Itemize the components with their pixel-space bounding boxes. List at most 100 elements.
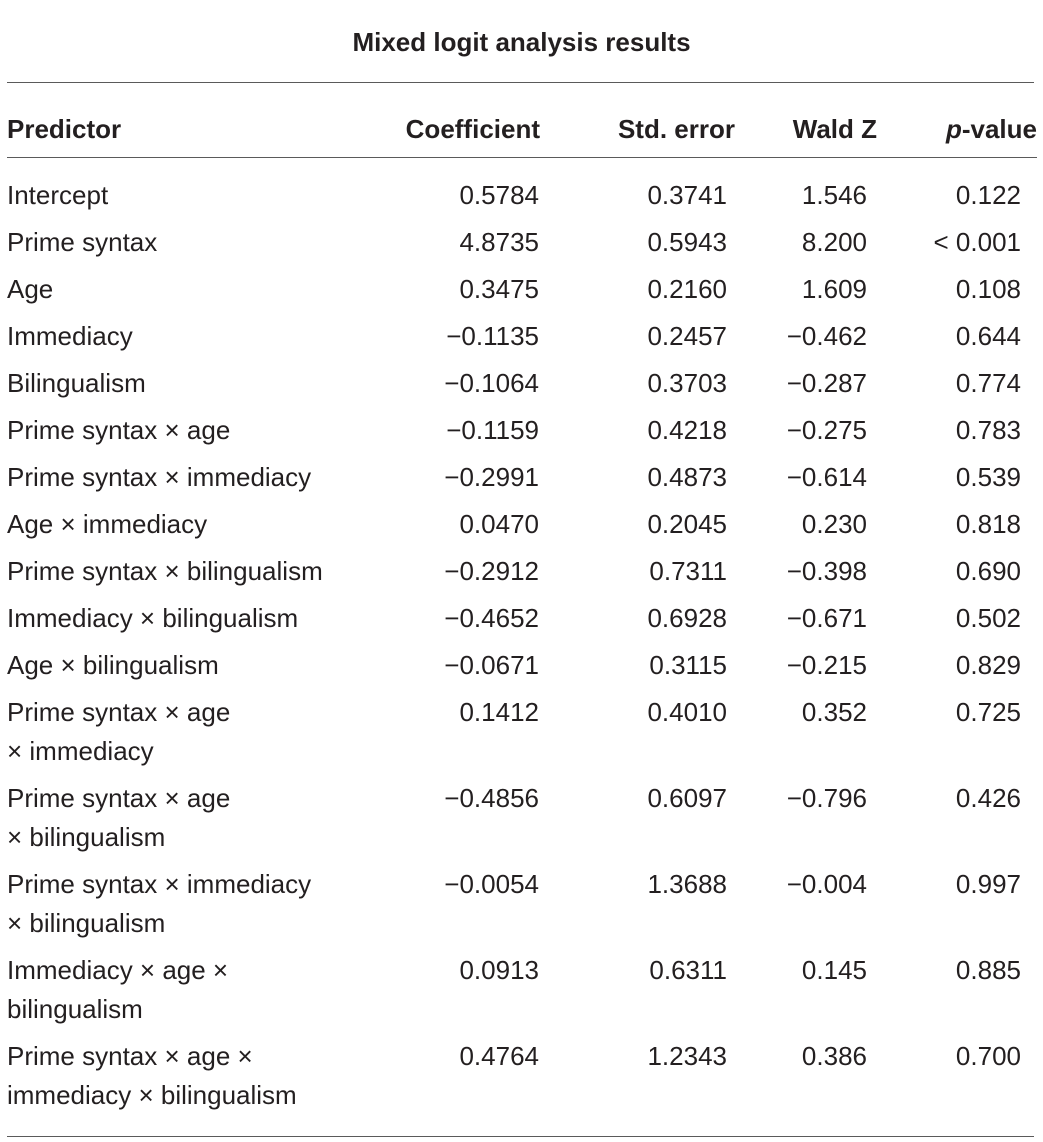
p-value-cell: 0.122 bbox=[955, 180, 1021, 210]
std-error-cell: 0.3741 bbox=[647, 180, 727, 210]
std-error-cell: 0.2045 bbox=[647, 509, 727, 539]
coefficient-cell: 0.0470 bbox=[459, 509, 539, 539]
std-error-cell: 0.4873 bbox=[647, 462, 727, 492]
predictor-cell: Age × bilingualism bbox=[7, 650, 219, 680]
wald-z-cell: 0.230 bbox=[801, 509, 867, 539]
predictor-cell: Intercept bbox=[7, 180, 109, 210]
p-value-cell: 0.502 bbox=[955, 603, 1021, 633]
table-row: Bilingualism −0.1064 0.3703 −0.287 0.774 bbox=[7, 360, 1037, 407]
header-std-error: Std. error bbox=[560, 100, 755, 158]
predictor-cell: Prime syntax × age bbox=[7, 415, 231, 445]
table-row: Prime syntax 4.8735 0.5943 8.200 < 0.001 bbox=[7, 219, 1037, 266]
p-value-cell: 0.539 bbox=[955, 462, 1021, 492]
p-value-cell: 0.774 bbox=[955, 368, 1021, 398]
p-value-cell: < 0.001 bbox=[933, 227, 1021, 257]
wald-z-cell: −0.398 bbox=[786, 556, 867, 586]
table-row: Prime syntax × age × immediacy × bilingua… bbox=[7, 1033, 1037, 1119]
wald-z-cell: −0.275 bbox=[786, 415, 867, 445]
std-error-cell: 0.6097 bbox=[647, 783, 727, 813]
table-row: Immediacy × age × bilingualism 0.0913 0.631… bbox=[7, 947, 1037, 1033]
bottom-rule bbox=[7, 1136, 1034, 1137]
coefficient-cell: 0.5784 bbox=[459, 180, 539, 210]
coefficient-cell: 4.8735 bbox=[459, 227, 539, 257]
wald-z-cell: −0.215 bbox=[786, 650, 867, 680]
wald-z-cell: 1.609 bbox=[801, 274, 867, 304]
top-rule bbox=[7, 82, 1034, 83]
coefficient-cell: −0.2912 bbox=[444, 556, 539, 586]
std-error-cell: 0.7311 bbox=[649, 556, 727, 586]
table-row: Age × immediacy 0.0470 0.2045 0.230 0.818 bbox=[7, 501, 1037, 548]
coefficient-cell: 0.1412 bbox=[459, 697, 539, 727]
wald-z-cell: 1.546 bbox=[801, 180, 867, 210]
table-row: Age 0.3475 0.2160 1.609 0.108 bbox=[7, 266, 1037, 313]
coefficient-cell: 0.0913 bbox=[459, 955, 539, 985]
header-p-suffix: -value bbox=[961, 113, 1037, 144]
std-error-cell: 0.4010 bbox=[647, 697, 727, 727]
std-error-cell: 0.3115 bbox=[649, 650, 727, 680]
table-row: Prime syntax × age × immediacy 0.1412 0.401… bbox=[7, 689, 1037, 775]
wald-z-cell: 0.145 bbox=[801, 955, 867, 985]
predictor-cell: Prime syntax × age × immediacy bbox=[7, 697, 231, 766]
table-row: Age × bilingualism −0.0671 0.3115 −0.215 0.8… bbox=[7, 642, 1037, 689]
table-body: Intercept 0.5784 0.3741 1.546 0.122 Prime syn… bbox=[7, 158, 1037, 1120]
std-error-cell: 0.6928 bbox=[647, 603, 727, 633]
wald-z-cell: 0.386 bbox=[801, 1041, 867, 1071]
std-error-cell: 0.3703 bbox=[647, 368, 727, 398]
coefficient-cell: −0.2991 bbox=[444, 462, 539, 492]
p-value-cell: 0.690 bbox=[955, 556, 1021, 586]
predictor-cell: Bilingualism bbox=[7, 368, 146, 398]
coefficient-cell: −0.1064 bbox=[444, 368, 539, 398]
p-value-cell: 0.818 bbox=[955, 509, 1021, 539]
std-error-cell: 1.3688 bbox=[647, 869, 727, 899]
table-row: Intercept 0.5784 0.3741 1.546 0.122 bbox=[7, 172, 1037, 219]
wald-z-cell: −0.671 bbox=[786, 603, 867, 633]
std-error-cell: 0.6311 bbox=[649, 955, 727, 985]
predictor-cell: Age bbox=[7, 274, 54, 304]
header-wald-z: Wald Z bbox=[755, 100, 897, 158]
table-row: Prime syntax × bilingualism −0.2912 0.7311… bbox=[7, 548, 1037, 595]
p-value-cell: 0.783 bbox=[955, 415, 1021, 445]
predictor-cell: Immediacy × age × bilingualism bbox=[7, 955, 229, 1024]
table-title: Mixed logit analysis results bbox=[352, 27, 691, 57]
p-value-cell: 0.885 bbox=[955, 955, 1021, 985]
header-row: Predictor Coefficient Std. error Wald Z … bbox=[7, 100, 1037, 158]
predictor-cell: Prime syntax bbox=[7, 227, 158, 257]
predictor-cell: Prime syntax × immediacy bbox=[7, 462, 312, 492]
predictor-cell: Immediacy × bilingualism bbox=[7, 603, 299, 633]
p-value-cell: 0.725 bbox=[955, 697, 1021, 727]
predictor-cell: Age × immediacy bbox=[7, 509, 208, 539]
table-row: Prime syntax × age −0.1159 0.4218 −0.275 0.7… bbox=[7, 407, 1037, 454]
std-error-cell: 0.5943 bbox=[647, 227, 727, 257]
p-value-cell: 0.700 bbox=[955, 1041, 1021, 1071]
header-predictor: Predictor bbox=[7, 100, 390, 158]
wald-z-cell: 0.352 bbox=[801, 697, 867, 727]
coefficient-cell: −0.4856 bbox=[444, 783, 539, 813]
wald-z-cell: 8.200 bbox=[801, 227, 867, 257]
table-row: Prime syntax × immediacy × bilingualism −0… bbox=[7, 861, 1037, 947]
std-error-cell: 0.2457 bbox=[647, 321, 727, 351]
std-error-cell: 0.2160 bbox=[647, 274, 727, 304]
coefficient-cell: −0.0054 bbox=[444, 869, 539, 899]
p-value-cell: 0.997 bbox=[955, 869, 1021, 899]
table-row: Immediacy × bilingualism −0.4652 0.6928 −0.… bbox=[7, 595, 1037, 642]
predictor-cell: Prime syntax × age × bilingualism bbox=[7, 783, 231, 852]
coefficient-cell: −0.0671 bbox=[444, 650, 539, 680]
coefficient-cell: −0.4652 bbox=[444, 603, 539, 633]
predictor-cell: Prime syntax × bilingualism bbox=[7, 556, 323, 586]
predictor-cell: Prime syntax × age × immediacy × bilingua… bbox=[7, 1041, 297, 1110]
coefficient-cell: −0.1135 bbox=[446, 321, 539, 351]
header-p-value: p-value bbox=[897, 100, 1037, 158]
wald-z-cell: −0.796 bbox=[786, 783, 867, 813]
std-error-cell: 1.2343 bbox=[647, 1041, 727, 1071]
p-value-cell: 0.108 bbox=[955, 274, 1021, 304]
predictor-cell: Immediacy bbox=[7, 321, 133, 351]
coefficient-cell: 0.3475 bbox=[459, 274, 539, 304]
wald-z-cell: −0.614 bbox=[786, 462, 867, 492]
table-row: Immediacy −0.1135 0.2457 −0.462 0.644 bbox=[7, 313, 1037, 360]
p-value-cell: 0.426 bbox=[955, 783, 1021, 813]
wald-z-cell: −0.004 bbox=[786, 869, 867, 899]
std-error-cell: 0.4218 bbox=[647, 415, 727, 445]
spacer-row bbox=[7, 158, 1037, 173]
spacer-cell bbox=[7, 158, 1037, 173]
header-p-italic: p bbox=[945, 113, 962, 144]
